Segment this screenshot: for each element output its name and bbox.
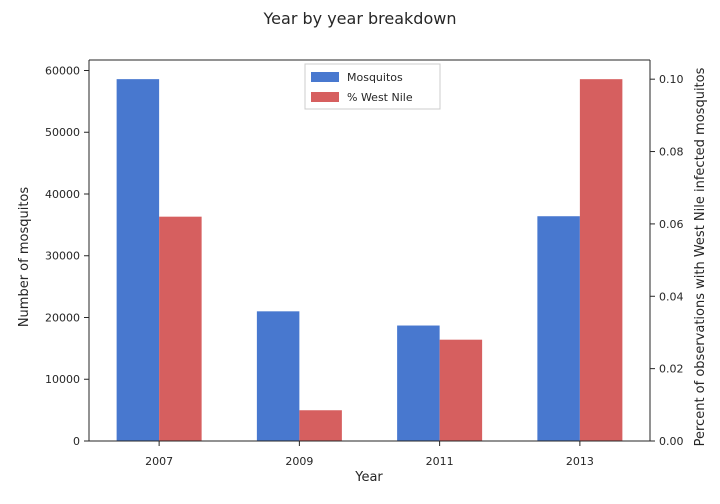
legend-swatch xyxy=(311,72,339,82)
legend: Mosquitos % West Nile xyxy=(304,63,441,110)
bar-mosquitos-2009 xyxy=(256,311,300,441)
chart-title: Year by year breakdown xyxy=(263,9,457,28)
bar--west-nile-2011 xyxy=(439,339,483,441)
y2-tick-label: 0.10 xyxy=(659,73,684,86)
y2-tick-label: 0.00 xyxy=(659,435,684,448)
y-tick-label: 60000 xyxy=(45,64,80,77)
y2-tick-label: 0.02 xyxy=(659,363,684,376)
y-tick-label: 50000 xyxy=(45,126,80,139)
bar-mosquitos-2007 xyxy=(116,79,160,441)
bar--west-nile-2007 xyxy=(159,216,202,441)
y-tick-label: 20000 xyxy=(45,311,80,324)
y-tick-label: 0 xyxy=(73,435,80,448)
bars-group xyxy=(116,79,623,441)
legend-label: Mosquitos xyxy=(347,71,403,84)
bar--west-nile-2013 xyxy=(579,79,623,441)
y-tick-label: 40000 xyxy=(45,188,80,201)
axes-group: 0 10000 20000 30000 40000 50000 60000 0.00 0.02 0… xyxy=(45,59,684,468)
x-tick-label: 2011 xyxy=(426,455,454,468)
x-tick-label: 2009 xyxy=(285,455,313,468)
bar--west-nile-2009 xyxy=(299,410,342,441)
x-tick-label: 2013 xyxy=(566,455,594,468)
y-tick-label: 30000 xyxy=(45,250,80,263)
y2-tick-label: 0.04 xyxy=(659,290,684,303)
y2-tick-label: 0.08 xyxy=(659,146,684,159)
bar-mosquitos-2013 xyxy=(537,216,580,441)
y-tick-label: 10000 xyxy=(45,373,80,386)
x-axis-label: Year xyxy=(354,470,383,485)
y2-tick-label: 0.06 xyxy=(659,218,684,231)
legend-swatch xyxy=(311,92,339,102)
bar-mosquitos-2011 xyxy=(397,325,440,441)
y-axis-label: Number of mosquitos xyxy=(17,187,32,328)
x-tick-label: 2007 xyxy=(145,455,173,468)
legend-label: % West Nile xyxy=(347,91,413,104)
y2-axis-label: Percent of observations with West Nile i… xyxy=(693,67,708,446)
